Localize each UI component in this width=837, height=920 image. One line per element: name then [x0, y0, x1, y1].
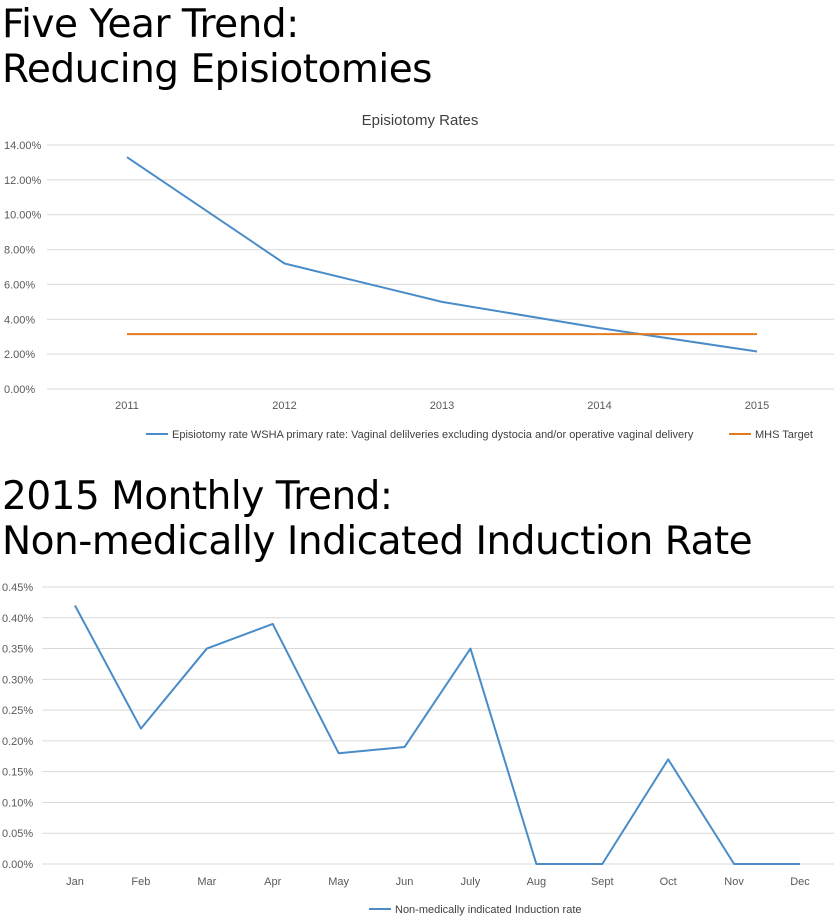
title-line-2: Non-medically Indicated Induction Rate: [2, 519, 753, 564]
series-line-1: [74, 604, 800, 865]
x-tick-label: Oct: [660, 876, 677, 888]
y-tick-label: 0.30%: [2, 674, 33, 686]
series-line-1: [126, 156, 758, 353]
y-tick-label: 10.00%: [4, 210, 42, 222]
x-tick-label: 2015: [745, 400, 769, 412]
x-tick-label: May: [328, 876, 349, 888]
y-tick-label: 12.00%: [4, 175, 42, 187]
y-tick-label: 0.25%: [2, 705, 33, 717]
x-tick-label: 2011: [115, 400, 139, 412]
y-tick-label: 0.20%: [2, 736, 33, 748]
y-tick-label: 8.00%: [4, 245, 35, 257]
y-tick-label: 2.00%: [4, 349, 35, 361]
x-tick-label: 2013: [430, 400, 454, 412]
x-tick-label: Mar: [197, 876, 216, 888]
legend-entry: Episiotomy rate WSHA primary rate: Vagin…: [172, 429, 694, 441]
x-tick-label: Feb: [131, 876, 150, 888]
y-tick-label: 6.00%: [4, 279, 35, 291]
x-tick-label: Jan: [66, 876, 84, 888]
x-tick-label: Jun: [396, 876, 414, 888]
x-tick-label: July: [461, 876, 481, 888]
y-tick-label: 0.00%: [2, 859, 33, 871]
y-tick-label: 0.40%: [2, 613, 33, 625]
y-tick-label: 0.45%: [2, 582, 33, 594]
title-line-2: Reducing Episiotomies: [2, 47, 433, 92]
title-line-1: Five Year Trend:: [2, 2, 299, 47]
y-tick-label: 4.00%: [4, 314, 35, 326]
y-tick-label: 0.35%: [2, 644, 33, 656]
episiotomy-rates-chart: Episiotomy Rates 0.00% 2.00% 4.00% 6.00% 8.00…: [4, 112, 834, 441]
x-tick-label: Sept: [591, 876, 614, 888]
x-tick-label: Nov: [724, 876, 744, 888]
y-tick-label: 0.15%: [2, 767, 33, 779]
slide-title-episiotomy: Five Year Trend: Reducing Episiotomies: [2, 2, 433, 92]
x-tick-label: 2014: [587, 400, 611, 412]
y-tick-label: 0.05%: [2, 828, 33, 840]
y-tick-label: 0.10%: [2, 797, 33, 809]
chart-title: Episiotomy Rates: [362, 112, 479, 129]
legend-entry: Non-medically indicated Induction rate: [395, 904, 582, 916]
x-tick-label: Apr: [264, 876, 281, 888]
title-line-1: 2015 Monthly Trend:: [2, 474, 393, 519]
x-tick-label: Dec: [790, 876, 810, 888]
legend-entry: MHS Target: [755, 429, 813, 441]
slide-title-induction: 2015 Monthly Trend: Non-medically Indica…: [2, 474, 753, 564]
y-tick-label: 0.00%: [4, 384, 35, 396]
x-tick-label: 2012: [272, 400, 296, 412]
x-tick-label: Aug: [527, 876, 547, 888]
y-tick-label: 14.00%: [4, 140, 42, 152]
